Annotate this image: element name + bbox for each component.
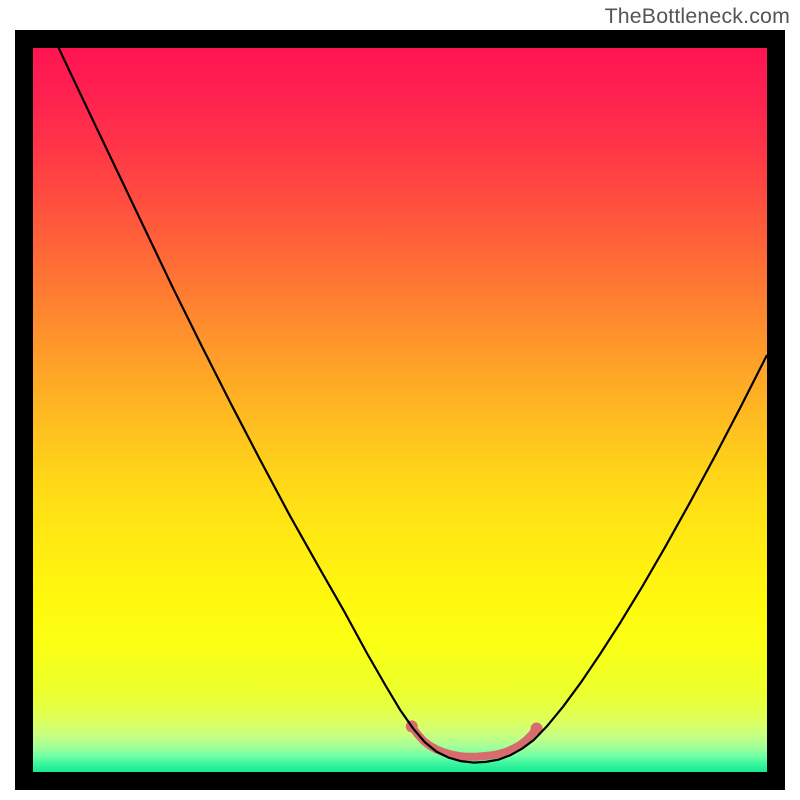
gradient-background — [33, 48, 767, 772]
chart-stage: TheBottleneck.com — [0, 0, 800, 800]
plot-svg — [0, 0, 800, 800]
